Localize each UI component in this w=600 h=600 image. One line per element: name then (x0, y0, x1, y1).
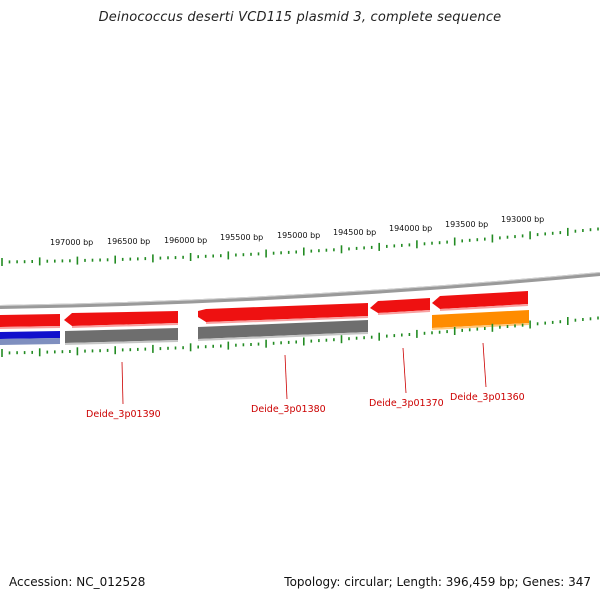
ruler-label-195000: 195000 bp (277, 231, 320, 240)
topology-text: Topology: circular; Length: 396,459 bp; … (284, 575, 591, 589)
gene-label-deide-3p01380[interactable]: Deide_3p01380 (251, 404, 326, 415)
gene-arrow-deide-3p01360[interactable] (432, 291, 528, 309)
gene-label-deide-3p01370[interactable]: Deide_3p01370 (369, 398, 444, 409)
gene-label-leader-3p01380 (284, 354, 288, 400)
gene-shadow-3 (206, 316, 368, 324)
gene-label-leader-3p01390 (121, 361, 124, 405)
ruler-label-196500: 196500 bp (107, 237, 150, 246)
feature-orange-shadow (432, 323, 529, 330)
ruler-labels: 197000 bp 196500 bp 196000 bp 195500 bp … (50, 215, 544, 247)
ruler-inner-ticks (1, 316, 599, 357)
gene-label-leader-3p01370 (402, 347, 407, 394)
gene-label-deide-3p01390[interactable]: Deide_3p01390 (86, 409, 161, 420)
feature-gray-1-shadow (65, 340, 178, 345)
gene-arrow-deide-3p01370[interactable] (370, 298, 430, 313)
ruler-label-193500: 193500 bp (445, 220, 488, 229)
feature-blue-lower (0, 338, 60, 345)
plasmid-backbone (0, 272, 600, 309)
gene-shadow-5 (440, 304, 528, 311)
gene-arrow-left-partial[interactable] (0, 314, 60, 327)
feature-orange (432, 310, 529, 328)
gene-shadow-2 (72, 323, 178, 328)
ruler-label-193000: 193000 bp (501, 215, 544, 224)
accession-text: Accession: NC_012528 (9, 575, 146, 589)
gene-label-deide-3p01360[interactable]: Deide_3p01360 (450, 392, 525, 403)
gene-arrow-deide-3p01380[interactable] (198, 303, 368, 322)
plasmid-backbone-highlight (0, 272, 600, 306)
ruler-label-197000: 197000 bp (50, 238, 93, 247)
ruler-label-194000: 194000 bp (389, 224, 432, 233)
gene-shadow-4 (378, 310, 430, 315)
feature-gray-2-shadow (198, 332, 368, 341)
map-title: Deinococcus deserti VCD115 plasmid 3, co… (98, 10, 502, 25)
gene-label-leader-3p01360 (482, 342, 487, 388)
ruler-outer-ticks (1, 227, 599, 266)
ruler-label-196000: 196000 bp (164, 236, 207, 245)
ruler-label-194500: 194500 bp (333, 228, 376, 237)
gene-shadow-1 (0, 326, 60, 329)
feature-gray-2 (198, 320, 368, 339)
gene-arrow-deide-3p01390[interactable] (64, 311, 178, 326)
feature-blue-partial (0, 331, 60, 339)
ruler-label-195500: 195500 bp (220, 233, 263, 242)
feature-gray-1 (65, 328, 178, 343)
